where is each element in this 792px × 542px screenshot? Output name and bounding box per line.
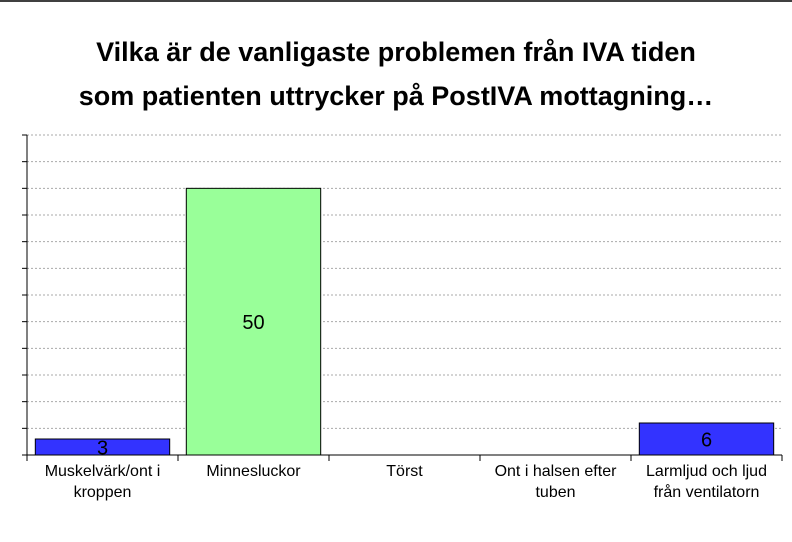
value-label: 50 — [242, 312, 264, 334]
x-tick-label: Larmljud och ljud från ventilatorn — [646, 463, 767, 501]
x-tick-label: Muskelvärk/ont i kroppen — [44, 463, 161, 501]
x-tick-label: Ont i halsen efter tuben — [494, 463, 617, 501]
bar — [638, 422, 775, 456]
x-tick-label: Törst — [386, 463, 423, 480]
value-label: 3 — [97, 437, 108, 459]
value-label: 6 — [701, 429, 712, 451]
chart-title: som patienten uttrycker på PostIVA motta… — [79, 81, 714, 111]
chart-title: Vilka är de vanligaste problemen från IV… — [96, 37, 696, 67]
x-tick-label: Minnesluckor — [206, 463, 301, 480]
bar — [185, 187, 322, 456]
bar — [34, 438, 171, 456]
